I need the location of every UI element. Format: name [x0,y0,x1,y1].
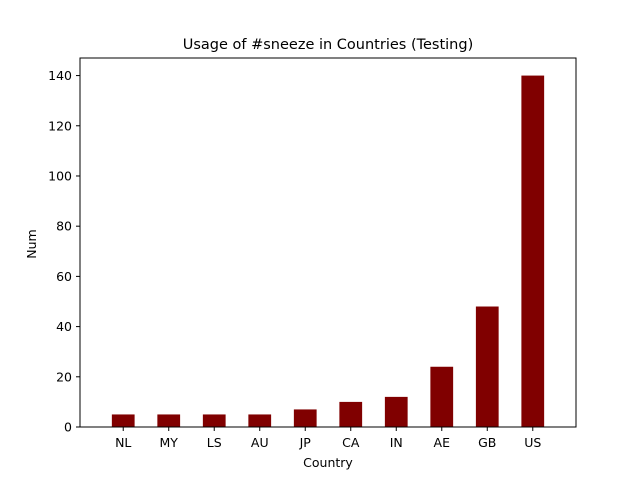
y-tick-label: 80 [56,219,72,234]
x-tick-label: GB [478,435,496,450]
y-tick-label: 120 [48,118,72,133]
bar-nl [111,414,135,427]
y-axis-ticks: 0 20 40 60 80 100 120 140 [48,68,80,435]
x-tick-label: MY [160,435,179,450]
x-axis-ticks: NL MY LS AU JP CA IN AE GB US [115,427,541,450]
x-tick-label: LS [207,435,222,450]
x-tick-label: CA [342,435,360,450]
y-tick-label: 100 [48,168,72,183]
y-axis-label: Num [24,229,39,258]
x-tick-label: AU [251,435,269,450]
x-tick-label: IN [390,435,403,450]
bar-ae [430,366,454,427]
y-tick-label: 20 [56,369,72,384]
bar-au [248,414,272,427]
bar-us [521,75,545,428]
plot-area-frame [79,57,577,428]
bars-group [111,75,545,428]
bar-gb [475,306,499,427]
bar-in [384,396,408,427]
x-tick-label: AE [434,435,451,450]
bar-ca [339,401,363,427]
bar-ls [202,414,226,427]
y-tick-label: 60 [56,269,72,284]
bar-my [157,414,181,427]
bar-jp [293,409,317,427]
y-tick-label: 40 [56,319,72,334]
y-tick-label: 140 [48,68,72,83]
y-tick-label: 0 [64,420,72,435]
x-tick-label: US [524,435,541,450]
x-tick-label: NL [115,435,131,450]
x-tick-label: JP [299,435,312,450]
chart-title: Usage of #sneeze in Countries (Testing) [183,37,474,53]
x-axis-label: Country [303,455,353,470]
